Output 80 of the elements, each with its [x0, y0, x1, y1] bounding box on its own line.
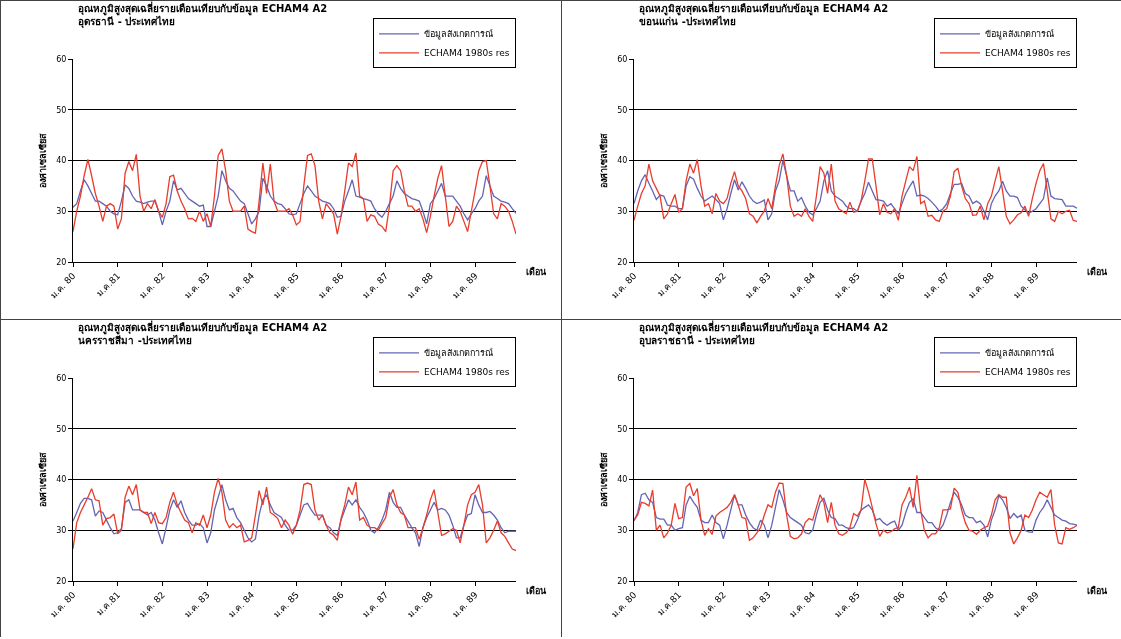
x-tick-label: ม.ค. 85: [832, 270, 862, 301]
legend-label: ECHAM4 1980s res: [424, 367, 510, 378]
x-tick-label: ม.ค. 87: [360, 270, 391, 301]
x-axis-title: เดือน: [526, 585, 547, 596]
x-tick-label: ม.ค. 88: [966, 589, 997, 620]
x-tick-label: ม.ค. 80: [47, 589, 78, 620]
x-tick-label: ม.ค. 89: [449, 270, 480, 301]
y-tick-label: 60: [56, 54, 67, 64]
x-tick-label: ม.ค. 86: [315, 270, 346, 301]
x-tick-label: ม.ค. 84: [226, 270, 257, 301]
x-tick-label: ม.ค. 89: [1010, 270, 1041, 301]
y-tick-label: 20: [56, 576, 67, 586]
x-tick-label: ม.ค. 85: [271, 270, 301, 301]
y-axis-title: องศาเซลเซียส: [598, 132, 609, 188]
legend-label: ข้อมูลสังเกตการณ์: [985, 28, 1054, 41]
chart-subtitle: อุบลราชธานี - ประเทศไทย: [639, 334, 756, 348]
y-tick-label: 20: [56, 257, 67, 267]
y-tick-label: 60: [56, 373, 67, 383]
x-tick-label: ม.ค. 83: [181, 589, 212, 620]
legend-label: ECHAM4 1980s res: [985, 48, 1071, 59]
x-tick-label: ม.ค. 85: [832, 589, 862, 620]
x-tick-label: ม.ค. 83: [742, 589, 773, 620]
y-tick-label: 60: [617, 54, 628, 64]
legend-label: ข้อมูลสังเกตการณ์: [424, 347, 493, 360]
y-tick-label: 50: [617, 424, 628, 434]
chart-title: อุณหภูมิสูงสุดเฉลี่ยรายเดือนเทียบกับข้อมูล ECHAM4 A2: [639, 1, 889, 17]
y-tick-label: 40: [617, 475, 628, 485]
x-tick-label: ม.ค. 87: [921, 589, 952, 620]
x-tick-label: ม.ค. 83: [181, 270, 212, 301]
x-tick-label: ม.ค. 82: [137, 589, 167, 620]
x-tick-label: ม.ค. 80: [47, 270, 78, 301]
chart-subtitle: นครราชสีมา -ประเทศไทย: [78, 334, 192, 347]
x-tick-label: ม.ค. 85: [271, 589, 301, 620]
y-tick-label: 40: [617, 156, 628, 166]
x-tick-label: ม.ค. 86: [876, 270, 907, 301]
x-tick-label: ม.ค. 86: [876, 589, 907, 620]
y-tick-label: 50: [56, 105, 67, 115]
x-tick-label: ม.ค. 80: [608, 589, 639, 620]
y-tick-label: 50: [617, 105, 628, 115]
x-tick-label: ม.ค. 87: [360, 589, 391, 620]
y-axis-title: องศาเซลเซียส: [598, 451, 609, 507]
x-tick-label: ม.ค. 88: [966, 270, 997, 301]
legend-label: ข้อมูลสังเกตการณ์: [985, 347, 1054, 360]
y-axis-title: องศาเซลเซียส: [37, 451, 48, 507]
y-tick-label: 50: [56, 424, 67, 434]
x-tick-label: ม.ค. 88: [405, 589, 436, 620]
y-tick-label: 40: [56, 156, 67, 166]
x-tick-label: ม.ค. 83: [742, 270, 773, 301]
chart-subtitle: อุดรธานี - ประเทศไทย: [78, 15, 176, 29]
x-tick-label: ม.ค. 89: [1010, 589, 1041, 620]
y-tick-label: 20: [617, 257, 628, 267]
x-tick-label: ม.ค. 82: [137, 270, 167, 301]
x-tick-label: ม.ค. 87: [921, 270, 952, 301]
y-tick-label: 30: [617, 526, 628, 536]
x-tick-label: ม.ค. 89: [449, 589, 480, 620]
x-tick-label: ม.ค. 84: [787, 589, 818, 620]
y-tick-label: 30: [617, 207, 628, 217]
y-tick-label: 60: [617, 373, 628, 383]
x-tick-label: ม.ค. 84: [226, 589, 257, 620]
x-tick-label: ม.ค. 86: [315, 589, 346, 620]
legend-label: ECHAM4 1980s res: [985, 367, 1071, 378]
y-tick-label: 20: [617, 576, 628, 586]
x-tick-label: ม.ค. 84: [787, 270, 818, 301]
chart-title: อุณหภูมิสูงสุดเฉลี่ยรายเดือนเทียบกับข้อมูล ECHAM4 A2: [639, 320, 889, 336]
x-axis-title: เดือน: [1087, 266, 1108, 277]
y-tick-label: 40: [56, 475, 67, 485]
y-axis-title: องศาเซลเซียส: [37, 132, 48, 188]
x-tick-label: ม.ค. 82: [698, 270, 728, 301]
x-tick-label: ม.ค. 80: [608, 270, 639, 301]
legend-label: ECHAM4 1980s res: [424, 48, 510, 59]
chart-title: อุณหภูมิสูงสุดเฉลี่ยรายเดือนเทียบกับข้อมูล ECHAM4 A2: [78, 320, 328, 336]
x-axis-title: เดือน: [526, 266, 547, 277]
legend-label: ข้อมูลสังเกตการณ์: [424, 28, 493, 41]
x-tick-label: ม.ค. 82: [698, 589, 728, 620]
x-tick-label: ม.ค. 88: [405, 270, 436, 301]
y-tick-label: 30: [56, 526, 67, 536]
x-axis-title: เดือน: [1087, 585, 1108, 596]
chart-title: อุณหภูมิสูงสุดเฉลี่ยรายเดือนเทียบกับข้อมูล ECHAM4 A2: [78, 1, 328, 17]
chart-subtitle: ขอนแก่น -ประเทศไทย: [639, 15, 736, 28]
y-tick-label: 30: [56, 207, 67, 217]
